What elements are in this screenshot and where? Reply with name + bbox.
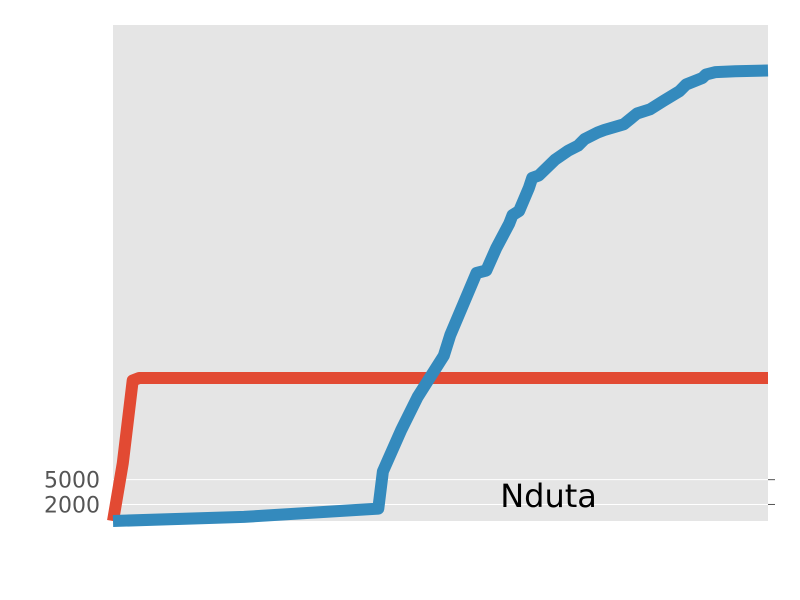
series-lines (107, 64, 769, 527)
grid-lines (113, 479, 768, 505)
series-line-1 (107, 372, 768, 523)
series-line-2 (112, 64, 769, 527)
chart-annotation: Nduta (500, 477, 597, 515)
y-tick-label: 2000 (44, 493, 100, 518)
y-tick-label: 5000 (44, 469, 100, 494)
